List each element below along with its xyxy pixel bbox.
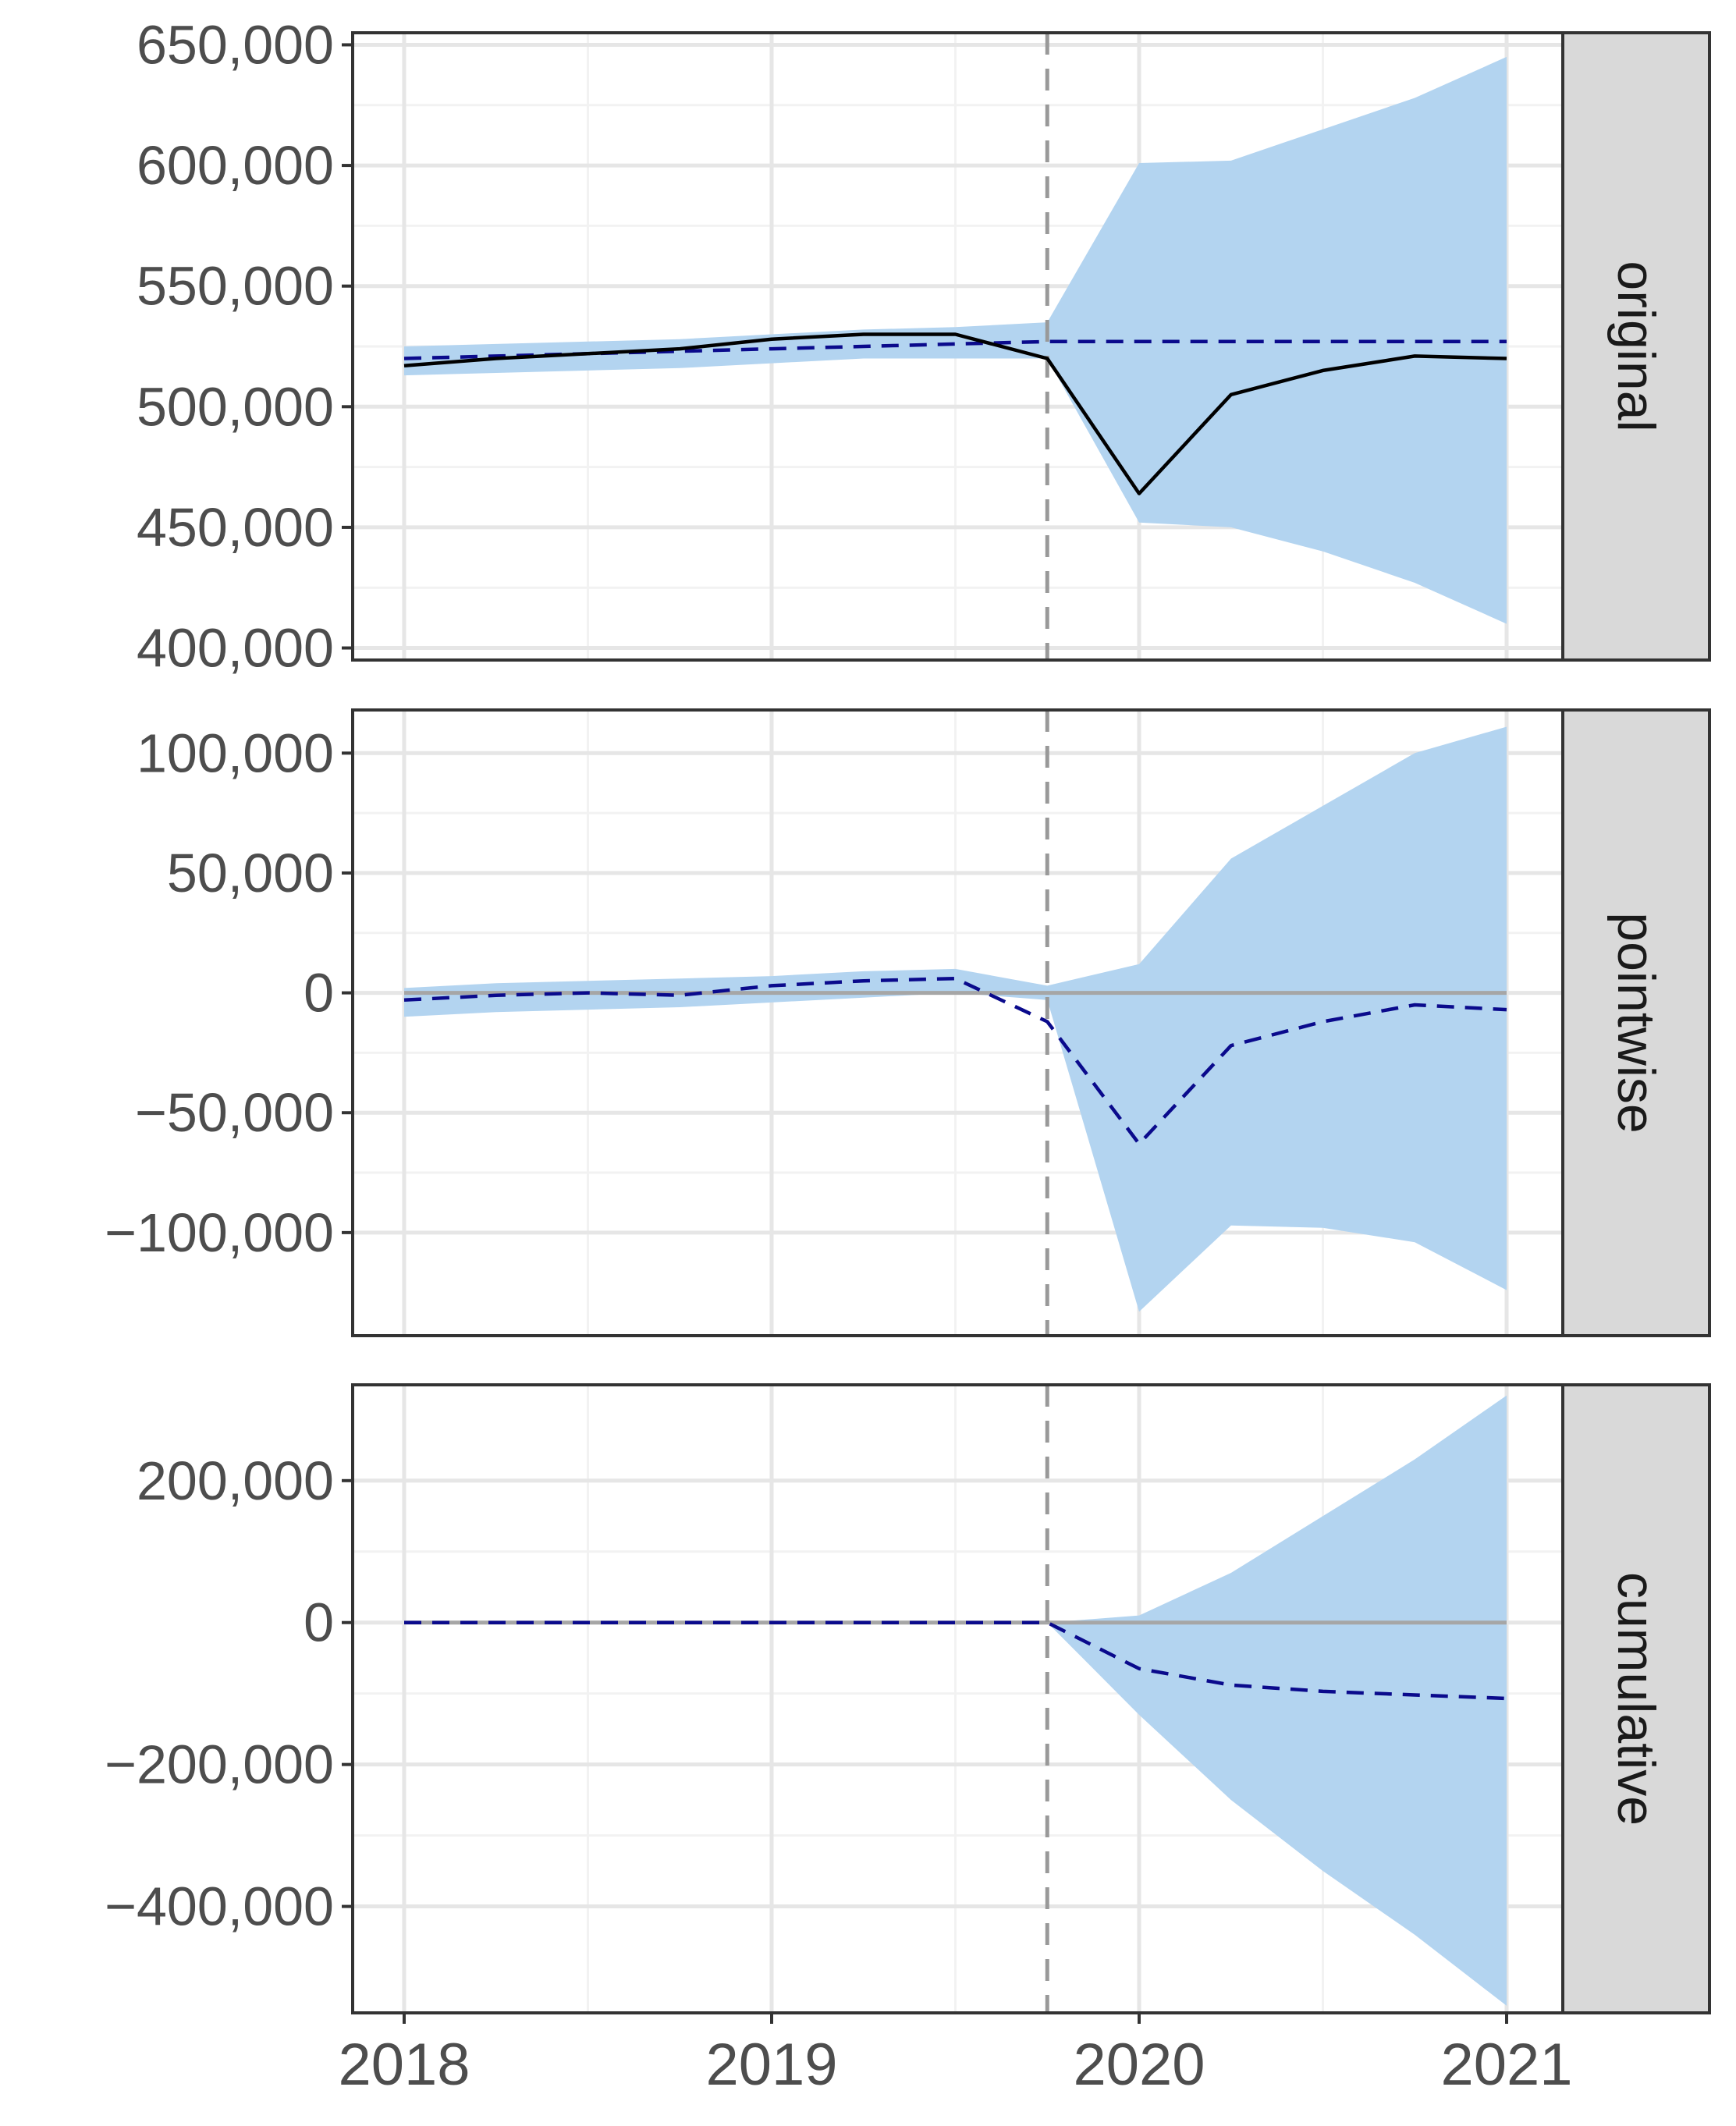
confidence-band bbox=[404, 56, 1507, 624]
confidence-band bbox=[404, 726, 1507, 1312]
strip-original bbox=[1561, 31, 1711, 662]
panel-plot-area bbox=[403, 33, 1507, 660]
panel-original: original 400,000 450,000 500,000 550,000 600,… bbox=[137, 14, 1711, 679]
x-tick-label: 2018 bbox=[338, 2032, 470, 2098]
y-tick-label: −100,000 bbox=[105, 1202, 334, 1263]
confidence-band bbox=[404, 1395, 1507, 2006]
panel-plot-area bbox=[403, 710, 1507, 1336]
strip-pointwise bbox=[1561, 708, 1711, 1337]
y-tick-label: 650,000 bbox=[137, 14, 334, 75]
y-tick-label: 550,000 bbox=[137, 256, 334, 317]
y-tick-label: −400,000 bbox=[105, 1876, 334, 1937]
panel-pointwise: pointwise −100,000 −50,000 0 50,000 100,000 bbox=[105, 708, 1711, 1337]
y-tick-label: 0 bbox=[304, 963, 334, 1024]
y-tick-label: 450,000 bbox=[137, 497, 334, 558]
strip-label: pointwise bbox=[1606, 912, 1666, 1134]
y-tick-label: 100,000 bbox=[137, 722, 334, 783]
y-tick-label: 600,000 bbox=[137, 135, 334, 196]
x-tick-label: 2020 bbox=[1073, 2032, 1205, 2098]
strip-label: original bbox=[1606, 261, 1666, 431]
y-tick-label: 200,000 bbox=[137, 1450, 334, 1511]
panel-cumulative: cumulative −400,000 −200,000 0 200,000 bbox=[105, 1383, 1711, 2014]
x-tick-label: 2019 bbox=[705, 2032, 837, 2098]
y-tick-label: 400,000 bbox=[137, 618, 334, 679]
y-tick-label: 0 bbox=[304, 1592, 334, 1653]
prediction-line bbox=[404, 1620, 1507, 1701]
actual-line bbox=[403, 332, 1507, 495]
strip-label: cumulative bbox=[1606, 1572, 1666, 1826]
panel-plot-area bbox=[404, 1385, 1507, 2013]
x-axis: 2018 2019 2020 2021 bbox=[338, 2013, 1573, 2098]
strip-cumulative bbox=[1561, 1383, 1711, 2014]
prediction-line bbox=[403, 976, 1507, 1146]
y-tick-label: 50,000 bbox=[167, 843, 334, 903]
y-tick-label: −50,000 bbox=[135, 1082, 334, 1143]
y-tick-label: −200,000 bbox=[105, 1734, 334, 1795]
y-tick-label: 500,000 bbox=[137, 376, 334, 437]
x-tick-label: 2021 bbox=[1440, 2032, 1572, 2098]
